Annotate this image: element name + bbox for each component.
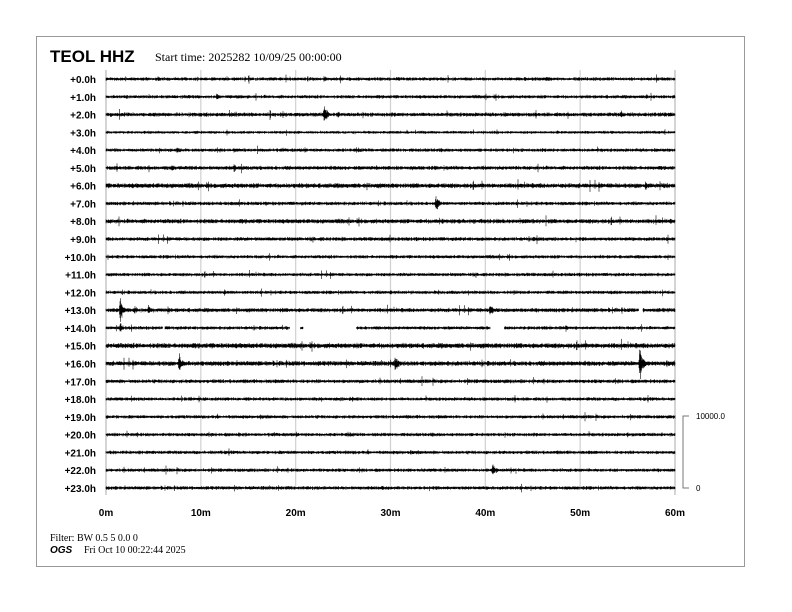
row-label: +18.0h [65,395,96,406]
seismic-trace [105,145,676,154]
seismic-trace [105,349,676,379]
row-label: +6.0h [70,182,96,193]
row-label: +2.0h [70,111,96,122]
filter-info: Filter: BW 0.5 5 0.0 0 [50,533,138,544]
trace-row: +23.0h [65,483,676,495]
trace-row: +4.0h [70,145,676,157]
seismic-trace [105,234,676,245]
x-tick-label: 0m [99,508,114,519]
row-label: +1.0h [70,93,96,104]
trace-row: +21.0h [65,448,676,459]
trace-row: +19.0h [65,412,676,424]
row-label: +7.0h [70,199,96,210]
trace-row: +15.0h [65,338,676,353]
trace-row: +5.0h [70,163,676,175]
plot-frame [36,36,745,567]
seismic-trace [105,338,676,352]
trace-row: +17.0h [65,376,676,388]
trace-row: +10.0h [65,253,676,264]
trace-row: +20.0h [65,430,676,442]
row-label: +5.0h [70,164,96,175]
row-label: +21.0h [65,448,96,459]
trace-row: +16.0h [65,349,676,379]
seismic-trace [105,179,676,192]
seismic-trace [105,323,676,332]
amplitude-scale: 10000.0 0 [682,412,725,493]
row-label: +19.0h [65,413,96,424]
trace-row: +1.0h [70,92,676,104]
trace-row: +8.0h [70,215,676,228]
trace-row: +22.0h [65,464,676,477]
seismic-trace [105,129,676,136]
seismic-trace [105,288,676,297]
trace-row: +12.0h [65,288,676,299]
seismic-trace [105,106,676,121]
seismic-trace [105,215,676,227]
seismic-trace [105,74,676,84]
seismic-trace [105,430,676,438]
scale-top-label: 10000.0 [696,412,725,421]
row-label: +0.0h [70,75,96,86]
seismic-trace [105,298,676,322]
row-label: +8.0h [70,217,96,228]
row-label: +4.0h [70,146,96,157]
seismic-trace [105,270,676,279]
row-label: +22.0h [65,466,96,477]
row-label: +11.0h [65,271,96,282]
seismic-trace [105,464,676,475]
trace-row: +3.0h [70,128,676,139]
row-label: +3.0h [70,128,96,139]
trace-row: +6.0h [70,179,676,193]
row-label: +12.0h [65,288,96,299]
trace-row: +0.0h [70,74,676,86]
trace-row: +13.0h [65,298,676,322]
seismic-trace [105,448,676,456]
x-tick-label: 50m [570,508,590,519]
trace-row: +7.0h [70,196,676,210]
x-tick-label: 60m [665,508,685,519]
trace-rows: +0.0h +1.0h +2.0h +3.0h +4.0h +5.0h +6.0h +7.0h… [65,74,676,495]
trace-row: +18.0h [65,395,676,406]
generated-time: Fri Oct 10 00:22:44 2025 [84,545,186,556]
x-tick-label: 20m [286,508,306,519]
seismic-trace [105,163,676,174]
row-label: +14.0h [65,324,96,335]
station-title: TEOL HHZ [50,47,135,66]
row-label: +9.0h [70,235,96,246]
row-label: +13.0h [65,306,96,317]
row-label: +20.0h [65,431,96,442]
row-label: +23.0h [65,484,96,495]
scale-bottom-label: 0 [696,484,701,493]
seismic-trace [105,253,676,261]
trace-row: +11.0h [65,270,676,282]
seismic-trace [105,92,676,101]
x-tick-label: 40m [475,508,495,519]
org-label: OGS [50,545,73,556]
seismic-trace [105,376,676,386]
trace-row: +9.0h [70,234,676,246]
row-label: +10.0h [65,253,96,264]
row-label: +17.0h [65,377,96,388]
seismic-trace [105,395,676,403]
scale-bar [682,415,689,489]
x-axis: 0m 10m 20m 30m 40m 50m 60m [99,508,685,519]
row-label: +16.0h [65,359,96,370]
row-label: +15.0h [65,342,96,353]
trace-row: +2.0h [70,106,676,122]
start-time: Start time: 2025282 10/09/25 00:00:00 [155,50,342,64]
seismic-trace [105,196,676,210]
trace-row: +14.0h [65,323,676,335]
x-tick-label: 30m [380,508,400,519]
x-tick-label: 10m [191,508,211,519]
seismic-trace [105,412,676,422]
seismic-trace [105,483,676,493]
grid [105,70,676,495]
